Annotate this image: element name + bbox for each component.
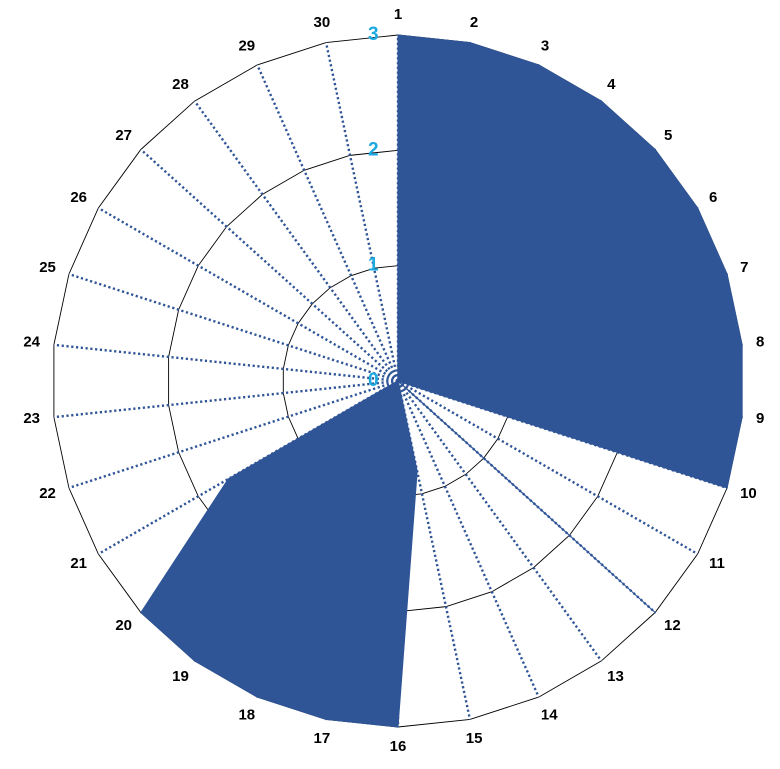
- category-label-16: 16: [390, 738, 407, 755]
- category-label-13: 13: [607, 668, 624, 685]
- radial-tick-label-0: 0: [368, 370, 379, 391]
- category-label-21: 21: [70, 555, 87, 572]
- category-label-10: 10: [740, 485, 757, 502]
- category-label-1: 1: [394, 6, 402, 23]
- category-label-11: 11: [709, 555, 725, 572]
- category-label-12: 12: [664, 617, 681, 634]
- category-label-15: 15: [466, 730, 483, 747]
- category-label-28: 28: [172, 76, 189, 93]
- spoke-6: [397, 206, 699, 383]
- category-label-17: 17: [314, 730, 331, 747]
- series-area-layer: [140, 34, 743, 728]
- category-label-6: 6: [709, 189, 717, 206]
- spoke-28: [193, 100, 399, 382]
- category-label-22: 22: [39, 485, 56, 502]
- series-area: [140, 34, 743, 728]
- spoke-29: [256, 64, 400, 382]
- spoke-18: [256, 380, 400, 698]
- spoke-15: [396, 380, 472, 720]
- spoke-21: [97, 379, 399, 556]
- spoke-12: [397, 380, 656, 614]
- spoke-30: [324, 42, 400, 382]
- spoke-13: [397, 380, 603, 662]
- spoke-9: [397, 379, 743, 419]
- radial-tick-label-3: 3: [368, 24, 379, 45]
- category-label-5: 5: [664, 127, 672, 144]
- category-label-3: 3: [541, 38, 549, 55]
- category-label-9: 9: [756, 410, 764, 427]
- category-label-19: 19: [172, 668, 189, 685]
- spoke-10: [397, 379, 728, 490]
- data-point-21: [227, 478, 229, 480]
- spoke-7: [397, 272, 728, 383]
- spoke-2: [396, 42, 472, 382]
- spoke-14: [396, 380, 540, 698]
- category-label-24: 24: [23, 334, 40, 351]
- category-label-30: 30: [314, 14, 331, 31]
- spoke-layer: [53, 35, 743, 727]
- spoke-23: [53, 379, 399, 419]
- category-label-4: 4: [607, 76, 616, 93]
- category-label-2: 2: [470, 14, 478, 31]
- spoke-5: [397, 148, 656, 382]
- spoke-3: [396, 64, 540, 382]
- spoke-20: [140, 380, 399, 614]
- category-label-29: 29: [238, 38, 255, 55]
- category-label-23: 23: [23, 410, 40, 427]
- category-label-18: 18: [238, 706, 255, 723]
- spoke-19: [193, 380, 399, 662]
- spoke-27: [140, 148, 399, 382]
- spoke-26: [97, 206, 399, 383]
- spoke-25: [68, 272, 399, 383]
- category-label-layer: 1 234567891011121314151617181920212223242…: [23, 6, 764, 755]
- category-label-27: 27: [115, 127, 132, 144]
- spoke-8: [397, 343, 743, 383]
- radial-tick-layer: 0 1 2 3: [368, 24, 379, 391]
- spoke-11: [397, 379, 699, 556]
- radial-tick-label-1: 1: [368, 255, 379, 276]
- spoke-17: [324, 380, 400, 720]
- spoke-22: [68, 379, 399, 490]
- category-label-20: 20: [115, 617, 132, 634]
- category-label-26: 26: [70, 189, 87, 206]
- category-label-8: 8: [756, 334, 764, 351]
- category-label-14: 14: [541, 706, 558, 723]
- spoke-4: [397, 100, 603, 382]
- category-label-25: 25: [39, 259, 56, 276]
- spoke-24: [53, 343, 399, 383]
- category-label-7: 7: [740, 259, 748, 276]
- radial-tick-label-2: 2: [368, 139, 379, 160]
